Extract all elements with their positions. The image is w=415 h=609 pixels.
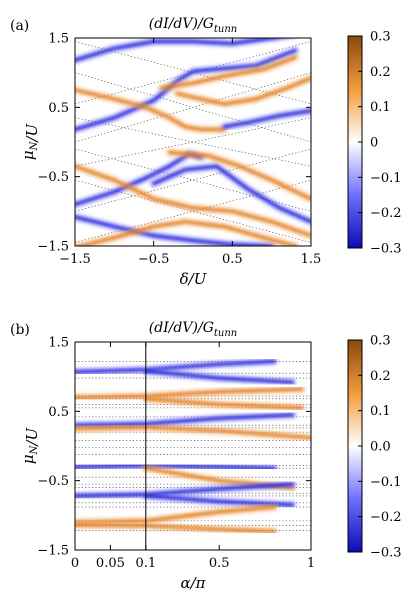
plot-frame [74,37,312,247]
x-tick-label: −0.5 [138,252,170,267]
series-band [159,55,297,90]
chart-title: (dI/dV)/Gtunn [149,16,237,35]
panel-b: 0 0.05 0.1 0.5 1 −1.5 −0.5 0.5 1.5 (dI/dV)/Gtunn α… [0,304,415,609]
y-tick-label: −0.5 [37,170,69,185]
y-tick-label: −1.5 [37,544,69,559]
dotted-line [75,117,311,167]
y-axis-label: μN/U [19,123,41,161]
series-band [152,164,311,224]
series-band [75,220,297,246]
colorbar-tick-label: 0 [370,136,378,151]
y-tick-label: −1.5 [37,240,69,255]
colorbar-tick-label: −0.3 [370,242,402,257]
dotted-line [75,72,311,143]
colorbar-tick-label: 0.3 [370,30,391,45]
y-tick-label: 1.5 [48,336,69,351]
plot-frame [74,341,312,551]
series-band [75,38,283,62]
x-tick-label: 0 [71,556,79,571]
series-band [167,150,311,201]
panel-a: −1.5 −0.5 0.5 1.5 −1.5 −0.5 0.5 1.5 (dI/dV)/Gtun… [0,0,415,304]
panel-label: (b) [10,322,30,338]
heatmap-a: −1.5 −0.5 0.5 1.5 −1.5 −0.5 0.5 1.5 (dI/dV)/Gtun… [10,16,402,288]
plot-content [75,356,311,536]
series-band [222,109,311,129]
x-tick-label: 0.1 [135,556,156,571]
series-band [75,482,295,498]
colorbar-tick-label: 0.2 [370,369,391,384]
y-tick-label: 1.5 [48,32,69,47]
colorbar-tick-label: −0.1 [370,475,402,490]
colorbar-tick-label: −0.2 [370,206,402,221]
series-band [75,48,297,132]
colorbar-tick-label: −0.3 [370,546,402,561]
series-band [75,463,276,470]
colorbar-tick-label: 0.1 [370,100,391,115]
colorbar-tick-label: −0.1 [370,171,402,186]
series-band [75,523,276,533]
colorbar-tick-label: 0.2 [370,65,391,80]
series-band [144,397,304,410]
y-axis-label: μN/U [19,427,41,465]
y-tick-label: −0.5 [37,474,69,489]
series-band [75,164,311,238]
series-band [75,88,227,132]
x-tick-label: 0.05 [96,556,125,571]
x-tick-label: 0.5 [222,252,243,267]
heatmap-b: 0 0.05 0.1 0.5 1 −1.5 −0.5 0.5 1.5 (dI/dV)/Gtunn α… [10,320,402,592]
series-band [75,425,311,440]
y-tick-label: 0.5 [48,101,69,116]
x-tick-label: 1.5 [301,252,322,267]
x-tick-label: −1.5 [59,252,91,267]
x-axis-label: δ/U [180,270,208,288]
series-band [75,359,276,374]
panel-label: (a) [10,18,29,34]
x-tick-label: 0.5 [209,556,230,571]
series-band [75,387,304,400]
series-band [175,76,311,106]
colorbar-tick-label: 0.0 [370,440,391,455]
series-band [75,215,274,246]
chart-title: (dI/dV)/Gtunn [149,320,237,339]
colorbar-tick-label: 0.1 [370,404,391,419]
y-tick-label: 0.5 [48,405,69,420]
series-band [144,369,295,384]
plot-content [75,38,311,246]
colorbar-tick-label: 0.3 [370,334,391,349]
dotted-line [75,117,311,167]
x-tick-label: 1 [307,556,315,571]
colorbar-tick-label: −0.2 [370,510,402,525]
x-axis-label: α/π [180,574,206,592]
